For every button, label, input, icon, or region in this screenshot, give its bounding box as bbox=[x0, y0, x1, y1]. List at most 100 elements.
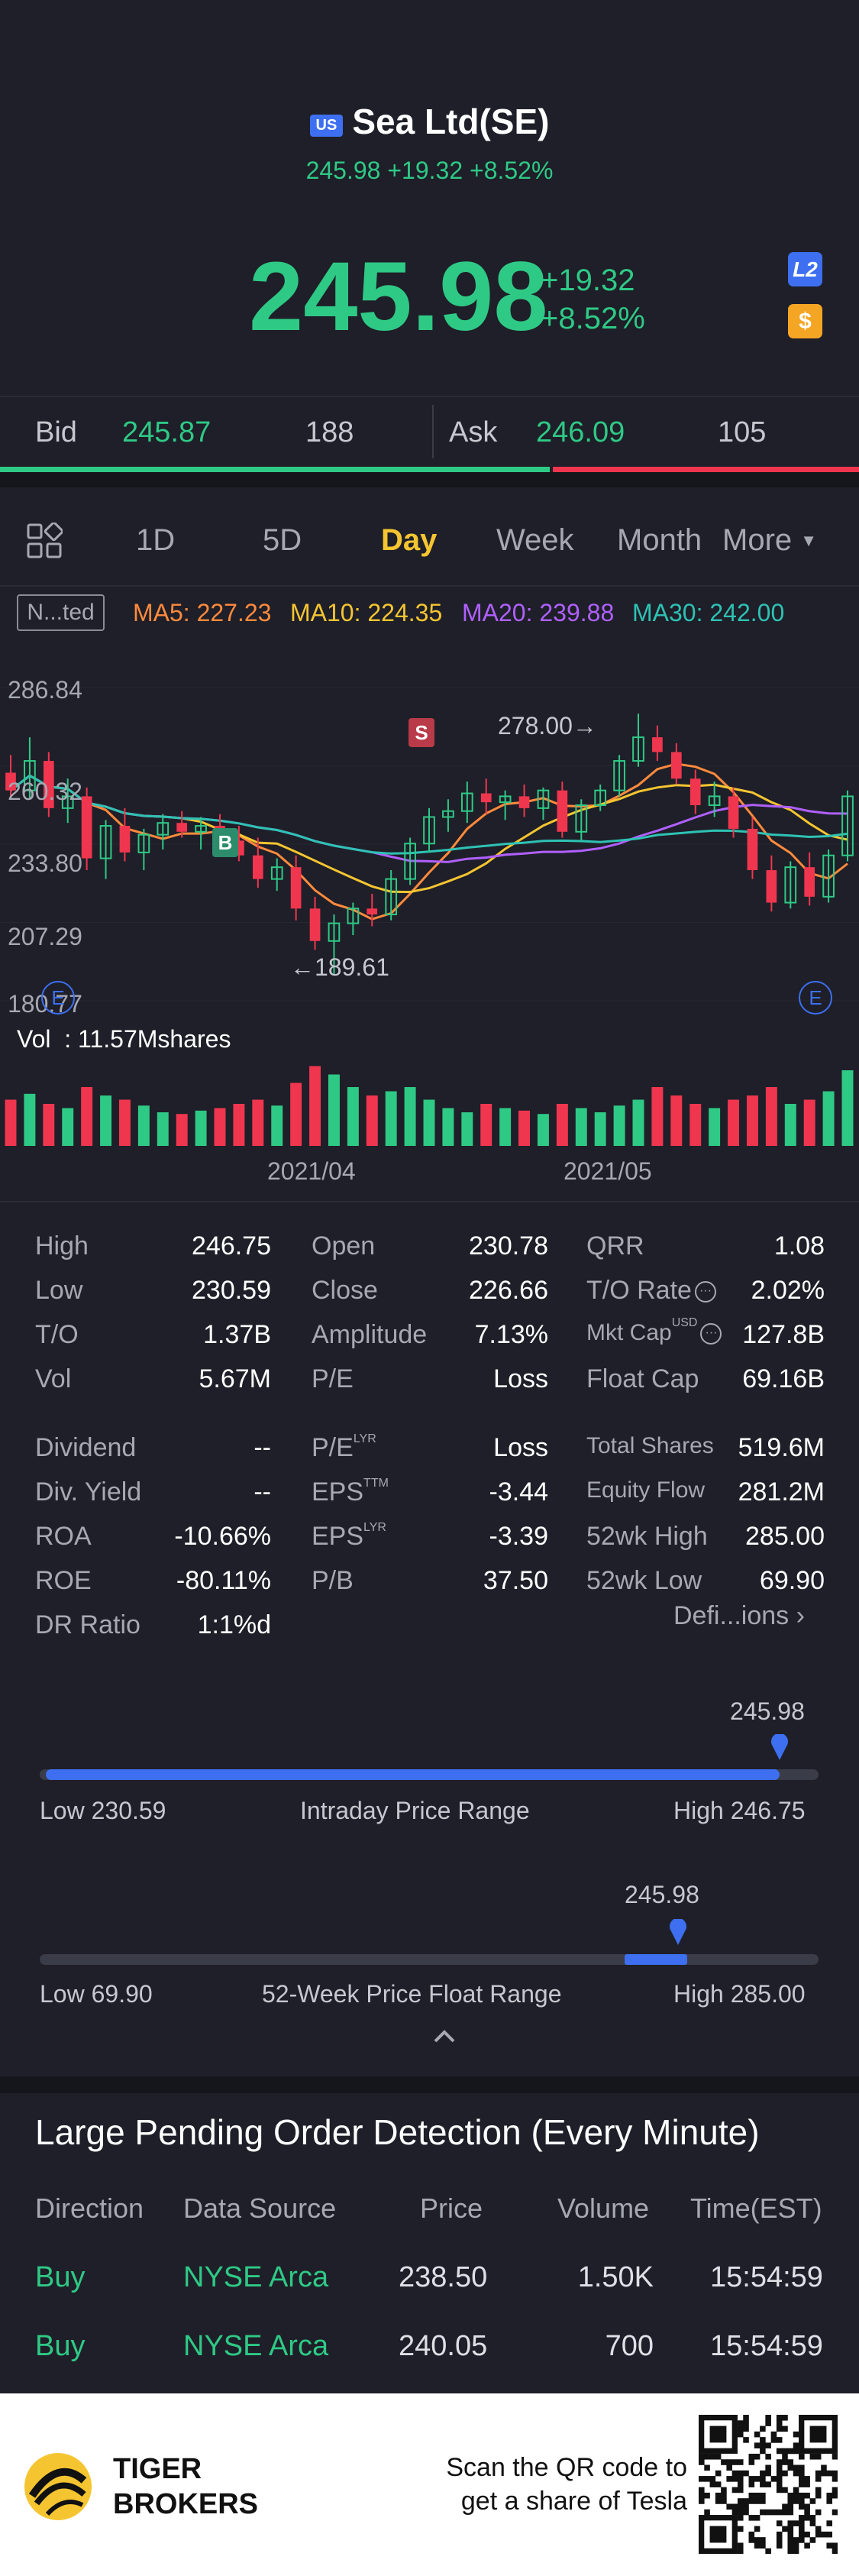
ma5-line bbox=[10, 762, 848, 921]
dollar-icon[interactable]: $ bbox=[788, 304, 822, 338]
qr-module bbox=[776, 2459, 783, 2465]
stat-label-superscript: LYR bbox=[363, 1521, 386, 1534]
col-header-direction: Direction bbox=[35, 2193, 144, 2224]
volume-bar bbox=[404, 1087, 416, 1146]
volume-bar bbox=[195, 1110, 207, 1146]
tab-month[interactable]: Month bbox=[617, 523, 702, 557]
stock-title: US Sea Ltd(SE) bbox=[0, 101, 859, 142]
ask-price[interactable]: 246.09 bbox=[536, 416, 625, 448]
stat-value: 5.67M bbox=[199, 1364, 272, 1393]
candle bbox=[442, 810, 454, 818]
qr-module bbox=[776, 2487, 783, 2493]
qr-module bbox=[699, 2453, 705, 2460]
period-high-marker: 278.00→ bbox=[498, 712, 597, 739]
qr-module bbox=[731, 2470, 738, 2477]
stat-value: 281.2M bbox=[738, 1477, 825, 1506]
stat-label: P/B bbox=[312, 1566, 354, 1595]
qr-module bbox=[799, 2453, 805, 2460]
buy-marker-icon[interactable]: B bbox=[212, 828, 238, 857]
indicator-selector[interactable]: N...ted bbox=[17, 594, 105, 631]
qr-module bbox=[782, 2487, 788, 2493]
qr-module bbox=[776, 2509, 783, 2516]
tab-day[interactable]: Day bbox=[381, 523, 438, 557]
volume-bar bbox=[442, 1108, 454, 1146]
qr-module bbox=[787, 2537, 794, 2543]
qr-module bbox=[815, 2509, 822, 2516]
earnings-icon[interactable]: E bbox=[41, 981, 75, 1015]
tiger-logo-icon bbox=[21, 2450, 95, 2527]
stat-value: 519.6M bbox=[738, 1433, 825, 1462]
layout-grid-icon[interactable] bbox=[26, 521, 64, 563]
orders-title: Large Pending Order Detection (Every Min… bbox=[35, 2112, 760, 2152]
candle bbox=[119, 826, 131, 853]
qr-module bbox=[776, 2448, 783, 2455]
tab-more[interactable]: More ▼ bbox=[722, 523, 817, 558]
info-icon[interactable]: ··· bbox=[694, 1281, 716, 1303]
ask-label: Ask bbox=[449, 416, 498, 448]
chevron-right-icon: › bbox=[796, 1601, 805, 1630]
sell-marker-icon[interactable]: S bbox=[409, 718, 434, 747]
qr-module bbox=[787, 2509, 794, 2516]
tab-week[interactable]: Week bbox=[496, 523, 574, 557]
qr-module bbox=[737, 2487, 744, 2493]
volume-bar bbox=[689, 1104, 702, 1146]
stat-label: High bbox=[35, 1231, 89, 1260]
chevron-up-icon[interactable] bbox=[429, 2026, 460, 2048]
bid-price[interactable]: 245.87 bbox=[122, 416, 212, 448]
qr-module bbox=[799, 2470, 805, 2477]
definitions-link[interactable]: Defi...ions › bbox=[673, 1601, 805, 1631]
candlestick-chart[interactable] bbox=[0, 665, 859, 1024]
stat-value: 69.90 bbox=[759, 1566, 825, 1595]
qr-module bbox=[760, 2537, 766, 2543]
qr-module bbox=[809, 2453, 816, 2460]
ma5-label: MA5: 227.23 bbox=[133, 599, 272, 626]
earnings-icon[interactable]: E bbox=[799, 981, 832, 1015]
qr-module bbox=[748, 2453, 755, 2460]
stat-label: ROE bbox=[35, 1566, 92, 1595]
info-icon[interactable]: ··· bbox=[700, 1323, 722, 1345]
level2-icon[interactable]: L2 bbox=[788, 252, 822, 286]
ma10-label: MA10: 224.35 bbox=[290, 599, 443, 626]
candle bbox=[43, 761, 54, 808]
candle bbox=[708, 795, 721, 806]
brand-line2: BROKERS bbox=[113, 2488, 259, 2520]
volume-bar bbox=[214, 1108, 226, 1146]
candle bbox=[728, 796, 739, 829]
candle bbox=[460, 792, 473, 812]
qr-module bbox=[737, 2509, 744, 2516]
sub-price-line: 245.98 +19.32 +8.52% bbox=[0, 157, 859, 185]
qr-module bbox=[760, 2470, 766, 2477]
qr-module bbox=[760, 2542, 766, 2549]
qr-module bbox=[793, 2548, 799, 2554]
qr-module bbox=[804, 2509, 810, 2516]
qr-module bbox=[699, 2459, 705, 2465]
qr-module bbox=[782, 2415, 788, 2421]
tab-5d[interactable]: 5D bbox=[263, 523, 302, 557]
volume-bar bbox=[765, 1087, 777, 1146]
qr-module bbox=[765, 2470, 771, 2477]
qr-module bbox=[815, 2476, 822, 2482]
volume-bar bbox=[784, 1104, 796, 1146]
volume-chart[interactable] bbox=[0, 1062, 859, 1146]
order-time: 15:54:59 bbox=[710, 2330, 823, 2362]
qr-module bbox=[787, 2526, 794, 2532]
qr-module bbox=[804, 2503, 810, 2510]
volume-bar bbox=[841, 1070, 854, 1146]
volume-bar bbox=[556, 1104, 568, 1146]
candle bbox=[309, 908, 321, 941]
qr-module bbox=[721, 2492, 727, 2499]
qr-module bbox=[776, 2420, 783, 2426]
y-axis-label-high: 286.84 bbox=[8, 676, 82, 704]
tab-1d[interactable]: 1D bbox=[136, 523, 176, 557]
qr-module bbox=[776, 2520, 783, 2526]
candle bbox=[747, 828, 758, 871]
bid-label: Bid bbox=[35, 416, 77, 448]
qr-module bbox=[737, 2498, 744, 2504]
qr-module bbox=[832, 2548, 838, 2554]
candle bbox=[367, 908, 378, 915]
qr-module bbox=[754, 2431, 761, 2438]
qr-module bbox=[799, 2503, 805, 2510]
qr-module bbox=[737, 2420, 744, 2426]
qr-module bbox=[793, 2487, 799, 2493]
candle bbox=[518, 796, 530, 808]
